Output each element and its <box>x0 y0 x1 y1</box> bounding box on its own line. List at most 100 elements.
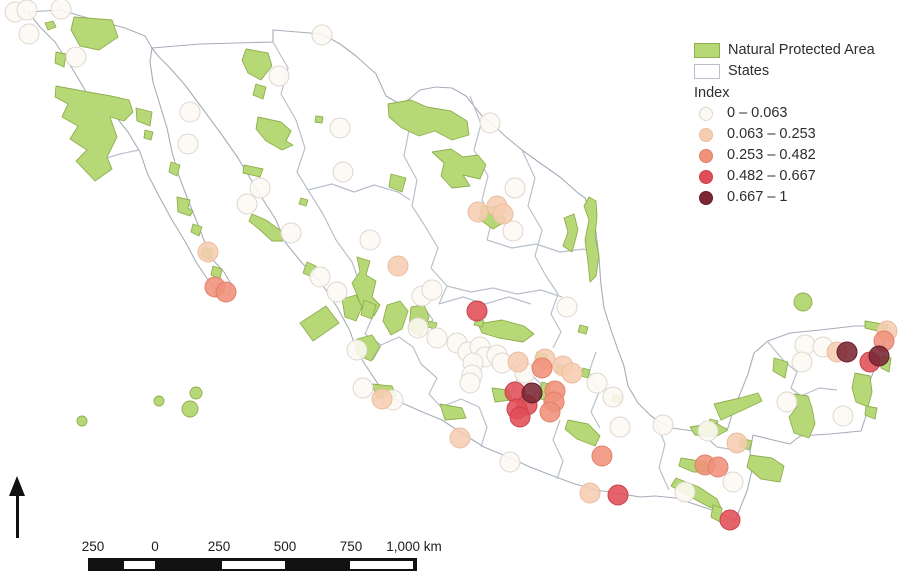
scale-bar-segment <box>222 560 285 569</box>
index-point-class-3 <box>707 456 729 478</box>
index-point-class-1 <box>329 117 351 139</box>
index-point-class-1 <box>326 281 348 303</box>
scale-label-250: 250 <box>207 539 231 554</box>
state-boundary <box>446 285 563 298</box>
index-class-2-label: 0.063 – 0.253 <box>727 126 816 142</box>
protected-area <box>44 20 57 31</box>
index-point-class-1 <box>426 327 448 349</box>
index-point-class-3 <box>539 401 561 423</box>
scale-label-0: 0 <box>151 539 159 554</box>
npa-swatch <box>694 43 720 58</box>
states-swatch <box>694 64 720 79</box>
protected-area <box>190 223 203 237</box>
index-class-1-label: 0 – 0.063 <box>727 105 788 121</box>
index-point-class-1 <box>346 339 368 361</box>
protected-area <box>564 419 601 447</box>
protected-area <box>772 357 789 379</box>
legend-row-class-1: 0 – 0.063 <box>694 103 894 124</box>
protected-area <box>439 403 467 421</box>
map-legend: Natural Protected Area States Index 0 – … <box>694 40 894 208</box>
index-point-class-5 <box>836 341 858 363</box>
protected-island <box>189 386 203 400</box>
index-point-class-2 <box>726 432 748 454</box>
protected-area <box>788 393 816 439</box>
index-point-class-2 <box>371 388 393 410</box>
protected-area <box>360 299 377 320</box>
scale-label-1000km: 1,000 km <box>386 539 442 554</box>
index-class-4-dot <box>699 169 713 184</box>
index-point-class-2 <box>387 255 409 277</box>
protected-area <box>54 51 67 68</box>
index-point-class-2 <box>467 201 489 223</box>
index-point-class-1 <box>18 23 40 45</box>
index-title: Index <box>694 85 730 101</box>
protected-area <box>54 85 134 182</box>
index-point-class-4 <box>466 300 488 322</box>
index-point-class-1 <box>65 46 87 68</box>
index-point-class-1 <box>16 0 38 21</box>
protected-area <box>713 392 763 421</box>
protected-island <box>181 400 199 418</box>
scale-label-750: 750 <box>339 539 363 554</box>
state-boundary <box>380 336 414 348</box>
protected-area <box>864 405 878 420</box>
state-boundary <box>521 149 547 277</box>
index-point-class-1 <box>499 451 521 473</box>
protected-island <box>793 292 813 312</box>
protected-area <box>388 173 407 193</box>
states-label: States <box>728 63 770 79</box>
scale-label-250-left: 250 <box>81 539 105 554</box>
legend-row-class-2: 0.063 – 0.253 <box>694 124 894 145</box>
protected-area <box>746 454 785 483</box>
index-point-class-1 <box>791 351 813 373</box>
legend-row-npa: Natural Protected Area <box>694 40 894 61</box>
index-point-class-2 <box>197 241 219 263</box>
index-point-class-1 <box>479 112 501 134</box>
index-point-class-5 <box>868 345 890 367</box>
index-point-class-1 <box>332 161 354 183</box>
index-point-class-1 <box>50 0 72 20</box>
protected-area <box>242 164 264 178</box>
protected-area <box>583 196 600 283</box>
index-point-class-1 <box>311 24 333 46</box>
index-point-class-1 <box>459 372 481 394</box>
index-point-class-1 <box>602 386 624 408</box>
state-boundary <box>412 346 442 408</box>
protected-area <box>298 197 309 207</box>
index-point-class-2 <box>492 203 514 225</box>
index-point-class-1 <box>407 317 429 339</box>
index-point-class-1 <box>832 405 854 427</box>
index-class-2-dot <box>699 127 713 142</box>
scale-bar-segment <box>124 560 155 569</box>
index-point-class-2 <box>507 351 529 373</box>
state-boundary <box>552 419 564 480</box>
index-point-class-1 <box>697 420 719 442</box>
index-point-class-1 <box>177 133 199 155</box>
index-point-class-1 <box>359 229 381 251</box>
index-point-class-3 <box>215 281 237 303</box>
index-class-5-dot <box>699 190 713 205</box>
protected-area <box>431 148 487 189</box>
index-point-class-4 <box>607 484 629 506</box>
legend-row-class-5: 0.667 – 1 <box>694 187 894 208</box>
protected-area <box>562 213 579 253</box>
index-class-1-dot <box>699 106 713 121</box>
protected-area <box>176 196 194 217</box>
index-point-class-1 <box>586 372 608 394</box>
index-point-class-1 <box>609 416 631 438</box>
index-class-3-label: 0.253 – 0.482 <box>727 147 816 163</box>
scale-bar-strip <box>88 558 417 571</box>
state-boundary <box>424 225 448 305</box>
index-point-class-1 <box>776 391 798 413</box>
protected-area <box>351 256 381 317</box>
north-arrow-icon <box>0 470 40 545</box>
state-boundary <box>545 275 562 349</box>
protected-area <box>314 115 324 124</box>
protected-island <box>76 415 88 427</box>
index-point-class-2 <box>561 362 583 384</box>
scale-bar-segment <box>350 560 413 569</box>
index-point-class-1 <box>652 414 674 436</box>
protected-area <box>387 99 470 141</box>
